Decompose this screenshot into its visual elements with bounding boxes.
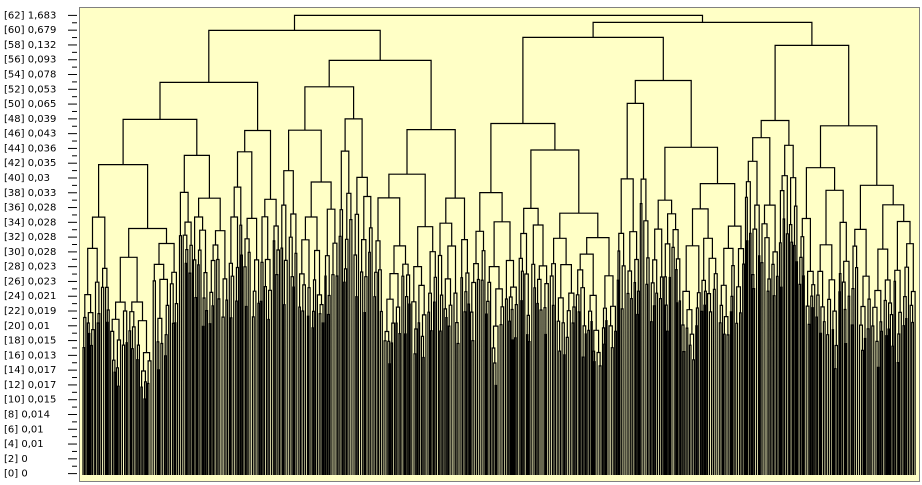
y-tick-label: [40] 0,03 bbox=[4, 173, 50, 184]
y-tick-label: [24] 0,021 bbox=[4, 291, 56, 302]
y-tick-label: [54] 0,078 bbox=[4, 70, 56, 81]
y-tick-label: [18] 0,015 bbox=[4, 336, 56, 347]
y-tick-label: [4] 0,01 bbox=[4, 439, 44, 450]
y-tick-label: [22] 0,019 bbox=[4, 306, 56, 317]
y-tick-label: [0] 0 bbox=[4, 469, 28, 480]
y-tick-label: [36] 0,028 bbox=[4, 203, 56, 214]
y-tick-label: [6] 0,01 bbox=[4, 424, 44, 435]
y-tick-label: [46] 0,043 bbox=[4, 129, 56, 140]
y-tick-label: [10] 0,015 bbox=[4, 395, 56, 406]
y-tick-label: [12] 0,017 bbox=[4, 380, 56, 391]
y-tick-label: [20] 0,01 bbox=[4, 321, 50, 332]
y-tick-label: [58] 0,132 bbox=[4, 40, 56, 51]
y-tick-label: [56] 0,093 bbox=[4, 55, 56, 66]
y-tick-label: [28] 0,023 bbox=[4, 262, 56, 273]
y-tick-label: [26] 0,023 bbox=[4, 276, 56, 287]
y-tick-label: [52] 0,053 bbox=[4, 84, 56, 95]
y-tick-label: [60] 0,679 bbox=[4, 25, 56, 36]
y-tick-label: [8] 0,014 bbox=[4, 409, 50, 420]
y-tick-label: [32] 0,028 bbox=[4, 232, 56, 243]
y-tick-label: [38] 0,033 bbox=[4, 188, 56, 199]
y-tick-label: [30] 0,028 bbox=[4, 247, 56, 258]
y-tick-label: [34] 0,028 bbox=[4, 217, 56, 228]
y-tick-label: [14] 0,017 bbox=[4, 365, 56, 376]
y-tick-label: [16] 0,013 bbox=[4, 350, 56, 361]
y-tick-label: [2] 0 bbox=[4, 454, 28, 465]
y-tick-label: [50] 0,065 bbox=[4, 99, 56, 110]
dendrogram-links bbox=[82, 14, 916, 475]
y-tick-label: [48] 0,039 bbox=[4, 114, 56, 125]
y-tick-label: [62] 1,683 bbox=[4, 10, 56, 21]
y-tick-label: [44] 0,036 bbox=[4, 143, 56, 154]
y-tick-label: [42] 0,035 bbox=[4, 158, 56, 169]
